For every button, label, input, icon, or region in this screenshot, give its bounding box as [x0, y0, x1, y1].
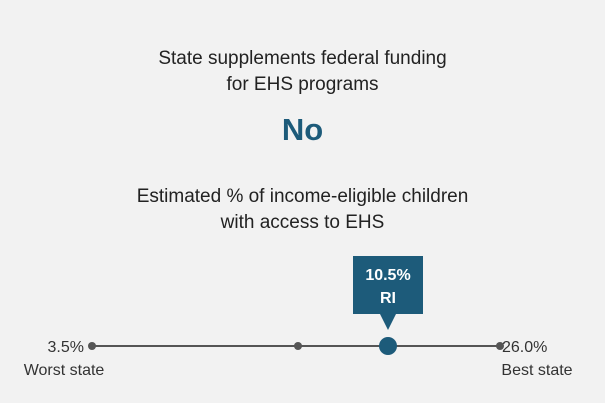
- supplement-title: State supplements federal funding for EH…: [0, 46, 605, 98]
- max-value-label: 26.0%: [502, 339, 547, 356]
- min-dot: [88, 342, 96, 350]
- state-name-label: RI: [380, 290, 396, 307]
- max-label: Best state: [501, 362, 572, 379]
- max-dot: [496, 342, 504, 350]
- access-title-line1: Estimated % of income-eligible children: [136, 186, 469, 207]
- state-marker-pointer: [380, 314, 396, 330]
- supplement-answer: No: [281, 112, 324, 147]
- min-label: Worst state: [24, 362, 105, 379]
- supplement-title-line1: State supplements federal funding: [158, 48, 447, 69]
- access-title-line2: with access to EHS: [220, 212, 385, 233]
- state-dot: [379, 337, 397, 355]
- state-marker-box: [353, 256, 423, 314]
- median-dot: [294, 342, 302, 350]
- state-value-label: 10.5%: [365, 267, 410, 284]
- min-value-label: 3.5%: [48, 339, 84, 356]
- supplement-title-line2: for EHS programs: [226, 74, 379, 95]
- access-chart-title: Estimated % of income-eligible children …: [0, 184, 605, 236]
